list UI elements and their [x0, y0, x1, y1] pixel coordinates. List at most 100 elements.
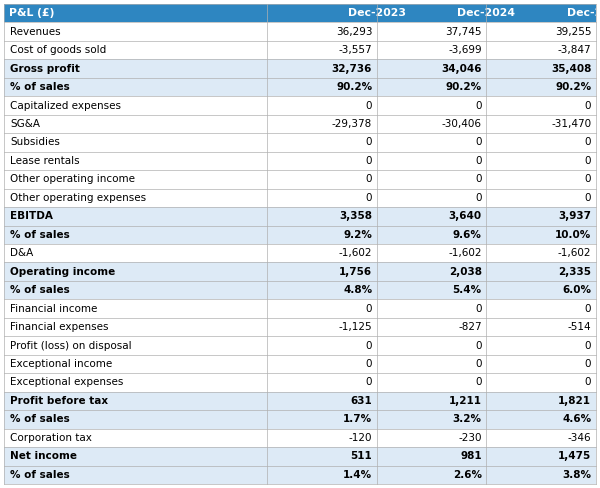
Bar [4, 4, 268, 22]
Bar [377, 189, 487, 207]
Bar [268, 263, 377, 281]
Text: 0: 0 [584, 174, 591, 184]
Text: 4.8%: 4.8% [343, 285, 372, 295]
Bar [268, 207, 377, 225]
Text: Corporation tax: Corporation tax [10, 433, 92, 443]
Bar [268, 447, 377, 466]
Bar [268, 152, 377, 170]
Text: -1,602: -1,602 [558, 248, 591, 258]
Text: 3.2%: 3.2% [452, 414, 482, 425]
Bar [4, 355, 268, 373]
Bar [268, 133, 377, 152]
Bar [268, 4, 377, 22]
Bar [4, 41, 268, 60]
Text: Dec-2025: Dec-2025 [567, 8, 600, 18]
Text: Gross profit: Gross profit [10, 63, 80, 74]
Bar [268, 78, 377, 96]
Bar [487, 170, 596, 189]
Text: 0: 0 [365, 359, 372, 369]
Bar [268, 60, 377, 78]
Bar [377, 281, 487, 299]
Bar [377, 22, 487, 41]
Bar [268, 22, 377, 41]
Text: 0: 0 [475, 341, 482, 350]
Text: 2,335: 2,335 [558, 267, 591, 277]
Text: -1,602: -1,602 [338, 248, 372, 258]
Text: Lease rentals: Lease rentals [10, 156, 80, 166]
Bar [377, 447, 487, 466]
Text: 34,046: 34,046 [441, 63, 482, 74]
Bar [377, 41, 487, 60]
Bar [487, 189, 596, 207]
Text: EBITDA: EBITDA [10, 211, 53, 221]
Text: -3,699: -3,699 [448, 45, 482, 55]
Bar [268, 410, 377, 428]
Bar [4, 318, 268, 336]
Text: -3,557: -3,557 [338, 45, 372, 55]
Text: Revenues: Revenues [10, 27, 61, 37]
Text: 90.2%: 90.2% [446, 82, 482, 92]
Text: 0: 0 [584, 138, 591, 147]
Text: 37,745: 37,745 [445, 27, 482, 37]
Bar [377, 96, 487, 115]
Bar [4, 392, 268, 410]
Text: Profit (loss) on disposal: Profit (loss) on disposal [10, 341, 131, 350]
Bar [487, 299, 596, 318]
Bar [4, 189, 268, 207]
Text: 0: 0 [365, 193, 372, 203]
Text: Subsidies: Subsidies [10, 138, 60, 147]
Bar [487, 78, 596, 96]
Text: % of sales: % of sales [10, 82, 70, 92]
Text: Profit before tax: Profit before tax [10, 396, 108, 406]
Text: Cost of goods sold: Cost of goods sold [10, 45, 106, 55]
Bar [268, 225, 377, 244]
Bar [4, 207, 268, 225]
Bar [4, 373, 268, 392]
Text: Financial income: Financial income [10, 304, 97, 314]
Text: Exceptional expenses: Exceptional expenses [10, 377, 124, 387]
Text: 5.4%: 5.4% [452, 285, 482, 295]
Bar [487, 373, 596, 392]
Bar [487, 244, 596, 263]
Bar [487, 410, 596, 428]
Bar [268, 318, 377, 336]
Text: 90.2%: 90.2% [336, 82, 372, 92]
Bar [487, 115, 596, 133]
Text: 9.2%: 9.2% [343, 230, 372, 240]
Bar [487, 355, 596, 373]
Text: -514: -514 [568, 322, 591, 332]
Bar [4, 428, 268, 447]
Bar [268, 170, 377, 189]
Bar [377, 244, 487, 263]
Text: 39,255: 39,255 [554, 27, 591, 37]
Bar [4, 447, 268, 466]
Bar [4, 60, 268, 78]
Bar [377, 4, 487, 22]
Text: 2,038: 2,038 [449, 267, 482, 277]
Text: 0: 0 [365, 304, 372, 314]
Bar [487, 133, 596, 152]
Bar [377, 115, 487, 133]
Bar [377, 466, 487, 484]
Text: % of sales: % of sales [10, 285, 70, 295]
Text: % of sales: % of sales [10, 230, 70, 240]
Bar [268, 355, 377, 373]
Text: 0: 0 [475, 101, 482, 111]
Text: 1,821: 1,821 [558, 396, 591, 406]
Text: 35,408: 35,408 [551, 63, 591, 74]
Bar [268, 96, 377, 115]
Bar [4, 410, 268, 428]
Text: % of sales: % of sales [10, 470, 70, 480]
Bar [268, 115, 377, 133]
Text: Other operating income: Other operating income [10, 174, 135, 184]
Text: 4.6%: 4.6% [562, 414, 591, 425]
Text: 1.4%: 1.4% [343, 470, 372, 480]
Text: 2.6%: 2.6% [452, 470, 482, 480]
Text: -1,125: -1,125 [338, 322, 372, 332]
Text: Other operating expenses: Other operating expenses [10, 193, 146, 203]
Bar [487, 428, 596, 447]
Bar [4, 299, 268, 318]
Text: D&A: D&A [10, 248, 33, 258]
Text: 0: 0 [475, 304, 482, 314]
Bar [487, 4, 596, 22]
